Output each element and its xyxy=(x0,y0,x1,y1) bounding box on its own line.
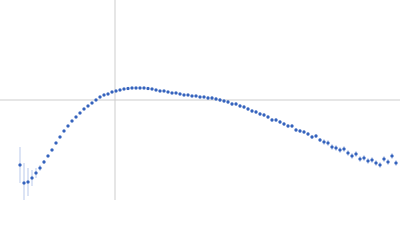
data-point xyxy=(106,92,110,96)
data-point xyxy=(158,89,162,93)
data-point xyxy=(310,135,314,139)
data-point xyxy=(86,104,90,108)
data-point xyxy=(270,118,274,122)
data-point xyxy=(242,105,246,109)
data-point xyxy=(230,102,234,106)
data-point xyxy=(110,90,114,94)
data-point xyxy=(346,151,350,155)
data-point xyxy=(134,86,138,90)
data-point xyxy=(94,98,98,102)
data-point xyxy=(150,87,154,91)
data-point xyxy=(222,99,226,103)
data-point xyxy=(162,89,166,93)
data-point xyxy=(138,86,142,90)
data-point xyxy=(378,163,382,167)
data-point xyxy=(34,171,38,175)
data-point xyxy=(38,166,42,170)
data-point xyxy=(174,91,178,95)
data-point xyxy=(238,104,242,108)
data-point xyxy=(278,120,282,124)
data-point xyxy=(366,159,370,163)
data-point xyxy=(122,87,126,91)
data-point xyxy=(218,98,222,102)
data-point xyxy=(250,109,254,113)
data-point xyxy=(226,100,230,104)
chart xyxy=(0,0,400,200)
data-point xyxy=(302,130,306,134)
data-point xyxy=(362,156,366,160)
data-point xyxy=(58,135,62,139)
data-point xyxy=(254,110,258,114)
data-point xyxy=(214,97,218,101)
data-point xyxy=(274,118,278,122)
data-point xyxy=(18,163,22,167)
data-point xyxy=(294,128,298,132)
data-point xyxy=(74,115,78,119)
data-point xyxy=(282,122,286,126)
data-point xyxy=(210,96,214,100)
data-point xyxy=(154,88,158,92)
data-point xyxy=(290,124,294,128)
data-point xyxy=(54,141,58,145)
data-point xyxy=(326,141,330,145)
data-point xyxy=(130,86,134,90)
page: (() => { const data = JSON.parse(documen… xyxy=(0,0,400,200)
data-point xyxy=(382,157,386,161)
data-point xyxy=(198,95,202,99)
data-point xyxy=(82,107,86,111)
data-point xyxy=(102,93,106,97)
data-point xyxy=(286,124,290,128)
data-point xyxy=(394,161,398,165)
data-point xyxy=(62,129,66,133)
data-point xyxy=(118,88,122,92)
data-point xyxy=(50,148,54,152)
data-point xyxy=(182,93,186,97)
data-point xyxy=(318,138,322,142)
data-point xyxy=(114,89,118,93)
data-point xyxy=(330,145,334,149)
data-point xyxy=(338,148,342,152)
data-point xyxy=(298,129,302,133)
data-point xyxy=(306,132,310,136)
data-point xyxy=(374,161,378,165)
data-point xyxy=(334,146,338,150)
data-point xyxy=(386,160,390,164)
data-point xyxy=(78,111,82,115)
data-point xyxy=(30,176,34,180)
data-point xyxy=(314,134,318,138)
data-point xyxy=(370,158,374,162)
data-point xyxy=(246,107,250,111)
data-point xyxy=(194,94,198,98)
data-point xyxy=(354,152,358,156)
data-point xyxy=(170,91,174,95)
data-point xyxy=(146,86,150,91)
data-point xyxy=(42,160,46,164)
data-point xyxy=(342,147,346,151)
data-point xyxy=(166,90,170,94)
data-point xyxy=(358,157,362,161)
data-point xyxy=(390,154,394,158)
data-point xyxy=(178,92,182,96)
data-point xyxy=(266,115,270,119)
data-point xyxy=(90,101,94,105)
data-point xyxy=(202,95,206,99)
data-point xyxy=(206,96,210,100)
data-point xyxy=(142,86,146,90)
data-point xyxy=(126,86,130,91)
data-point xyxy=(350,154,354,158)
data-point xyxy=(190,94,194,98)
data-point xyxy=(98,95,102,99)
data-point xyxy=(186,93,190,97)
data-point xyxy=(46,154,50,158)
data-point xyxy=(22,181,26,185)
data-point xyxy=(262,113,266,117)
data-point xyxy=(70,119,74,123)
data-point xyxy=(258,112,262,116)
data-point xyxy=(26,180,30,184)
data-point xyxy=(66,124,70,128)
data-point xyxy=(234,102,238,106)
data-point xyxy=(322,140,326,144)
